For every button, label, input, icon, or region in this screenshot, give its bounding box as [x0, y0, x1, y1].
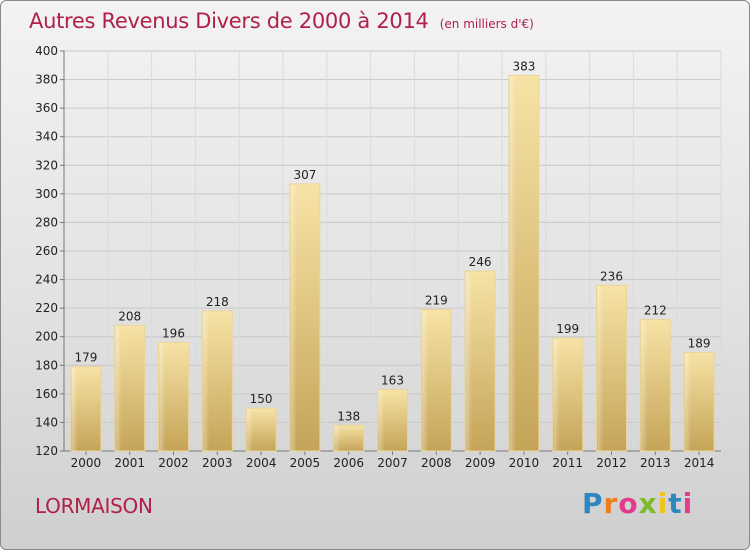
bar-highlight: [466, 272, 473, 451]
x-tick-label: 2003: [202, 456, 233, 470]
value-label: 383: [512, 59, 535, 73]
value-label: 236: [600, 269, 623, 283]
y-tick-label: 400: [35, 44, 58, 58]
bar-highlight: [641, 320, 648, 451]
y-tick-label: 360: [35, 101, 58, 115]
bar-highlight: [378, 390, 385, 451]
y-tick-label: 260: [35, 244, 58, 258]
y-tick-label: 220: [35, 301, 58, 315]
y-tick-label: 300: [35, 187, 58, 201]
value-label: 189: [688, 336, 711, 350]
x-tick-label: 2012: [596, 456, 627, 470]
y-tick-label: 200: [35, 330, 58, 344]
x-tick-label: 2014: [684, 456, 715, 470]
bar-highlight: [71, 367, 78, 451]
y-tick-label: 380: [35, 73, 58, 87]
bar-highlight: [159, 343, 166, 451]
value-label: 138: [337, 409, 360, 423]
logo-letter: P: [582, 487, 604, 520]
bar-highlight: [685, 353, 692, 451]
value-label: 179: [74, 351, 97, 365]
label-layer: 179 2000 208 2001 196 2002 218 2003 150 2004 307 20…: [71, 59, 715, 470]
value-label: 218: [206, 295, 229, 309]
value-label: 307: [293, 168, 316, 182]
value-label: 150: [250, 392, 273, 406]
x-tick-label: 2010: [509, 456, 540, 470]
x-tick-label: 2007: [377, 456, 408, 470]
bar-highlight: [553, 339, 560, 451]
commune-name: LORMAISON: [35, 494, 153, 518]
x-tick-label: 2006: [333, 456, 364, 470]
y-tick-label: 160: [35, 387, 58, 401]
x-tick-label: 2005: [290, 456, 321, 470]
bar-highlight: [422, 310, 429, 451]
logo-letter: r: [603, 487, 619, 520]
y-tick-label: 280: [35, 215, 58, 229]
logo-letter: t: [668, 487, 683, 520]
bar-highlight: [334, 426, 341, 451]
y-tick-label: 120: [35, 444, 58, 458]
x-tick-label: 2009: [465, 456, 496, 470]
bar-highlight: [290, 184, 297, 451]
value-label: 163: [381, 374, 404, 388]
logo-letter: o: [618, 487, 639, 520]
value-label: 219: [425, 294, 448, 308]
x-tick-label: 2001: [114, 456, 145, 470]
title-row: Autres Revenus Divers de 2000 à 2014 (en…: [29, 9, 534, 33]
y-tick-label: 180: [35, 358, 58, 372]
chart-title: Autres Revenus Divers de 2000 à 2014: [29, 9, 429, 33]
y-tick-label: 240: [35, 273, 58, 287]
x-tick-label: 2004: [246, 456, 277, 470]
bar-layer: [70, 74, 715, 452]
bar-highlight: [597, 286, 604, 451]
x-tick-label: 2002: [158, 456, 189, 470]
y-tick-label: 140: [35, 415, 58, 429]
bar-highlight: [203, 312, 210, 451]
x-tick-label: 2000: [71, 456, 102, 470]
value-label: 199: [556, 322, 579, 336]
value-label: 212: [644, 304, 667, 318]
value-label: 246: [469, 255, 492, 269]
proxiti-logo: Proxiti: [582, 487, 693, 520]
bar-highlight: [115, 326, 122, 451]
bar-highlight: [247, 409, 254, 451]
x-tick-label: 2011: [552, 456, 583, 470]
logo-letter: x: [638, 487, 658, 520]
y-tick-label: 340: [35, 130, 58, 144]
x-tick-label: 2008: [421, 456, 452, 470]
value-label: 196: [162, 326, 185, 340]
y-tick-label: 320: [35, 158, 58, 172]
bar-highlight: [509, 76, 516, 452]
logo-letter: i: [657, 487, 669, 520]
logo-letter: i: [682, 487, 694, 520]
value-label: 208: [118, 309, 141, 323]
x-tick-label: 2013: [640, 456, 671, 470]
chart-unit: (en milliers d'€): [439, 17, 534, 31]
